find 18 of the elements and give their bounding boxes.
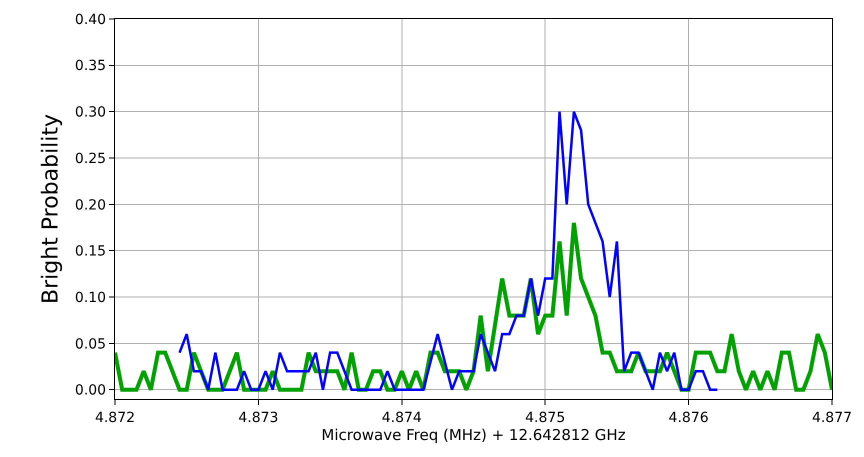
line-series bbox=[178, 110, 719, 391]
x-tick-label: 4.877 bbox=[812, 410, 852, 426]
y-tick-label: 0.35 bbox=[74, 58, 106, 74]
x-tick-label: 4.874 bbox=[382, 410, 422, 426]
y-tick-label: 0.10 bbox=[74, 290, 106, 306]
y-tick-label: 0.20 bbox=[74, 197, 106, 214]
x-tick-label: 4.873 bbox=[238, 410, 278, 426]
x-tick-label: 4.875 bbox=[525, 410, 566, 426]
y-tick-label: 0.25 bbox=[74, 150, 106, 167]
y-axis-title: Bright Probability bbox=[38, 114, 64, 304]
x-tick-label: 4.876 bbox=[668, 410, 709, 426]
y-tick-label: 0.40 bbox=[74, 12, 106, 28]
x-tick-label: 4.872 bbox=[94, 410, 136, 426]
x-axis-title: Microwave Freq (MHz) + 12.642812 GHz bbox=[321, 426, 626, 444]
y-tick-label: 0.30 bbox=[74, 104, 106, 121]
y-tick-label: 0.00 bbox=[74, 382, 106, 399]
y-tick-label: 0.15 bbox=[74, 244, 106, 260]
y-tick-label: 0.05 bbox=[74, 336, 106, 352]
